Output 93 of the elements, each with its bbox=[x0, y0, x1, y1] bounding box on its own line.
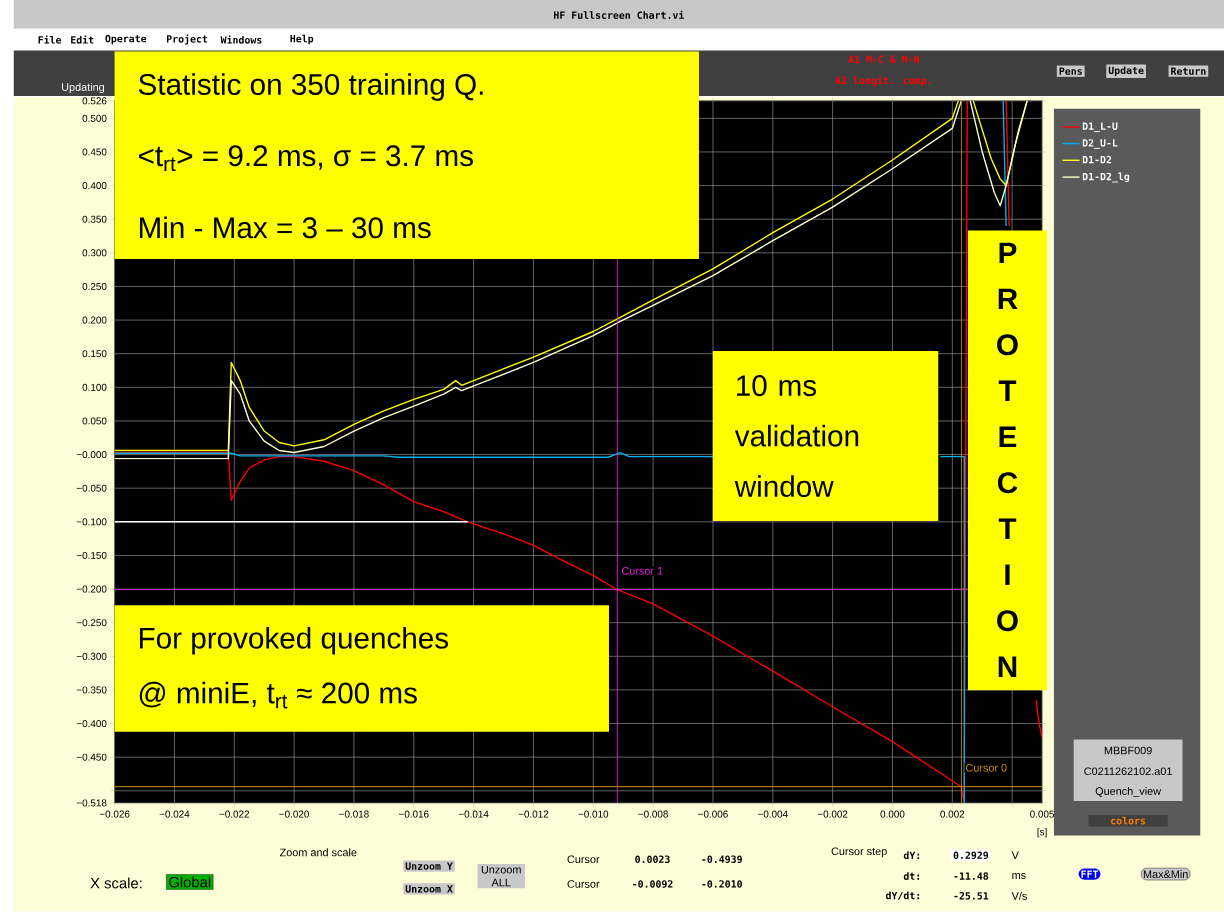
text: colors bbox=[1111, 817, 1146, 825]
text: dY: bbox=[903, 851, 920, 860]
text: Unzoom ALL bbox=[481, 866, 521, 887]
text: Project bbox=[166, 34, 208, 45]
x-tick-label: −0.010 bbox=[578, 810, 609, 818]
text: dY/dt: bbox=[885, 891, 920, 901]
y-tick-label: −0.300 bbox=[76, 652, 107, 660]
y-tick-label: −0.150 bbox=[76, 552, 107, 560]
y-tick-label: 0.450 bbox=[82, 148, 107, 156]
text: Updating bbox=[62, 83, 105, 94]
x-tick-label: −0.022 bbox=[219, 810, 250, 818]
text: V/s bbox=[1011, 892, 1027, 900]
text: Update bbox=[1108, 66, 1144, 77]
text: Unzoom Y bbox=[405, 862, 453, 871]
x-tick-label: −0.014 bbox=[458, 810, 489, 818]
y-tick-label: 0.200 bbox=[82, 316, 107, 324]
text: -0.2010 bbox=[702, 880, 742, 888]
x-tick-label: −0.020 bbox=[279, 810, 309, 818]
x-tick-label: −0.006 bbox=[698, 810, 728, 818]
y-tick-label: 0.500 bbox=[82, 115, 107, 122]
legend-label: D2_U-L bbox=[1082, 139, 1118, 149]
text: A2 longit. comp. bbox=[835, 76, 931, 87]
text: Cursor bbox=[567, 880, 600, 888]
text: Cursor step bbox=[831, 847, 887, 858]
x-tick-label: −0.002 bbox=[817, 810, 848, 818]
text: V bbox=[1011, 851, 1019, 860]
x-tick-label: −0.026 bbox=[99, 810, 130, 818]
y-tick-label: −0.200 bbox=[76, 585, 107, 593]
ref-line-label: Cursor 0 bbox=[966, 764, 1007, 772]
text: -25.51 bbox=[954, 892, 989, 900]
text: dt: bbox=[903, 872, 920, 881]
x-tick-label: −0.016 bbox=[399, 810, 429, 818]
text: X scale: bbox=[90, 877, 142, 889]
text: Quench_view bbox=[1095, 787, 1162, 798]
y-tick-label: 0.300 bbox=[82, 249, 107, 257]
x-tick-label: 0.002 bbox=[940, 810, 965, 818]
x-tick-label: −0.018 bbox=[339, 810, 369, 818]
text: 0.2929 bbox=[953, 851, 989, 860]
annotation: @ miniE, t$_{rt}$ ≈ 200 ms bbox=[139, 681, 417, 709]
y-tick-label: 0.050 bbox=[82, 417, 107, 425]
y-tick-label: −0.518 bbox=[76, 799, 107, 807]
text: Cursor bbox=[567, 855, 600, 864]
text: Help bbox=[290, 34, 314, 45]
text: Max&Min bbox=[1143, 870, 1188, 879]
text: Unzoom X bbox=[405, 885, 453, 893]
text: Zoom and scale bbox=[279, 848, 357, 857]
x-tick-label: −0.004 bbox=[758, 810, 788, 818]
legend-label: D1-D2 bbox=[1082, 156, 1112, 164]
text: MBBF009 bbox=[1104, 746, 1152, 755]
text: Windows bbox=[220, 35, 262, 44]
chart-title: HF Fullscreen Chart.vi bbox=[554, 10, 685, 20]
text: -11.48 bbox=[954, 872, 989, 880]
annotation: 10 ms validation window bbox=[734, 375, 859, 498]
y-tick-label: 0.150 bbox=[82, 350, 107, 358]
text: Statistic on 350 training Q. bbox=[138, 73, 483, 102]
y-tick-label: 0.400 bbox=[82, 182, 107, 190]
text: A1 M-C & M-N bbox=[848, 55, 919, 64]
text: Operate bbox=[105, 35, 147, 45]
legend-label: D1-D2_lg bbox=[1082, 172, 1130, 183]
annotation: Min - Max = 3 – 30 ms bbox=[139, 216, 431, 239]
ref-line-label: Cursor 1 bbox=[621, 567, 663, 575]
y-tick-label: −0.350 bbox=[76, 686, 107, 694]
text: -0.0092 bbox=[633, 880, 673, 888]
text: PROTECTION bbox=[997, 242, 1018, 678]
y-tick-label: −0.100 bbox=[76, 518, 107, 526]
y-tick-label: −0.250 bbox=[76, 619, 107, 627]
x-tick-label: −0.012 bbox=[518, 810, 549, 818]
x-tick-label: 0.005 bbox=[1030, 810, 1055, 818]
x-axis-title: [s] bbox=[1037, 828, 1047, 838]
text: File bbox=[38, 35, 62, 44]
text: Edit bbox=[71, 35, 94, 44]
x-tick-label: 0.000 bbox=[880, 810, 905, 818]
text: C0211262102.a01 bbox=[1084, 767, 1172, 776]
legend-label: D1_L-U bbox=[1082, 122, 1118, 133]
y-tick-label: 0.526 bbox=[82, 97, 107, 105]
text: Pens bbox=[1059, 67, 1082, 76]
text: Return bbox=[1171, 67, 1206, 76]
y-tick-label: 0.350 bbox=[82, 215, 107, 223]
y-tick-label: 0.100 bbox=[82, 383, 107, 391]
y-tick-label: −0.450 bbox=[76, 753, 107, 761]
text: 0.0023 bbox=[635, 855, 670, 864]
x-tick-label: −0.008 bbox=[638, 810, 668, 818]
y-tick-label: −0.400 bbox=[76, 720, 107, 728]
x-tick-label: −0.024 bbox=[159, 810, 190, 818]
annotation: <t$_{rt}$> = 9.2 ms, σ = 3.7 ms bbox=[139, 145, 473, 172]
text: Global bbox=[169, 876, 211, 888]
annotation: For provoked quenches bbox=[139, 627, 449, 655]
y-tick-label: −0.000 bbox=[76, 451, 107, 459]
text: FFT bbox=[1081, 870, 1099, 878]
y-tick-label: −0.050 bbox=[76, 484, 107, 492]
y-tick-label: 0.250 bbox=[82, 283, 107, 291]
text: -0.4939 bbox=[702, 855, 742, 864]
text: ms bbox=[1012, 873, 1026, 880]
